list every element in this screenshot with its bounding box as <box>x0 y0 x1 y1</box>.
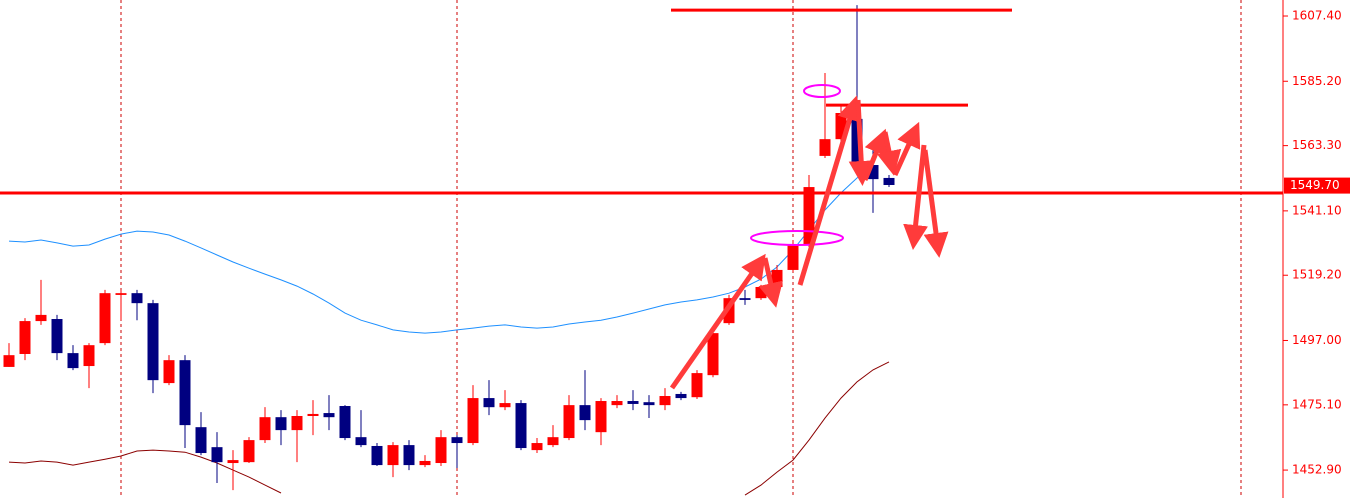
candle-body <box>227 460 239 464</box>
candle-body <box>419 460 431 466</box>
candle-body <box>19 321 31 354</box>
candle-body <box>435 437 447 464</box>
candle-body <box>531 443 543 451</box>
candle-body <box>675 393 687 399</box>
candle-body <box>51 319 63 354</box>
candle-body <box>595 401 607 433</box>
candle-body <box>515 403 527 449</box>
candle-body <box>67 353 79 369</box>
candle-body <box>467 398 479 444</box>
y-tick-label: 1452.90 <box>1292 463 1342 477</box>
y-tick-label: 1563.30 <box>1292 138 1342 152</box>
arrow <box>848 99 874 186</box>
candle-body <box>835 113 847 140</box>
y-tick-label: 1497.00 <box>1292 333 1342 347</box>
candle-body <box>883 177 895 186</box>
candle-body <box>659 396 671 406</box>
candle-body <box>163 360 175 384</box>
arrow <box>903 144 929 250</box>
candle-body <box>579 405 591 421</box>
candle-body <box>275 417 287 431</box>
candle-body <box>483 398 495 408</box>
y-tick-label: 1585.20 <box>1292 74 1342 88</box>
highlight-ellipse <box>803 84 841 98</box>
candle-body <box>195 427 207 454</box>
candle-body <box>387 445 399 466</box>
candle-body <box>355 437 367 446</box>
candle-body <box>547 437 559 446</box>
arrow <box>669 253 766 390</box>
candle-body <box>3 355 15 367</box>
arrow <box>862 128 888 181</box>
candle-body <box>291 416 303 431</box>
candle-body <box>851 118 863 167</box>
candle-body <box>99 293 111 344</box>
arrow <box>922 149 949 258</box>
y-tick-label: 1541.10 <box>1292 203 1342 217</box>
candle-body <box>243 440 255 463</box>
candle-body <box>307 413 319 417</box>
candle-body <box>611 401 623 406</box>
candle-body <box>179 360 191 426</box>
candle-body <box>131 293 143 304</box>
candle-body <box>211 447 223 463</box>
current-price-box <box>1284 177 1350 194</box>
y-tick-label: 1475.10 <box>1292 397 1342 411</box>
candle-body <box>451 437 463 444</box>
indicator-line <box>8 361 890 496</box>
candle-body <box>83 345 95 367</box>
arrow <box>876 131 902 176</box>
candle-body <box>771 269 783 287</box>
candle-body <box>339 406 351 439</box>
plot <box>0 5 1283 496</box>
current-price-label: 1549.70 <box>1290 178 1340 192</box>
candle-body <box>707 333 719 376</box>
annotations <box>669 84 949 390</box>
candle-body <box>819 139 831 156</box>
separators <box>120 0 1242 498</box>
arrow <box>892 121 921 177</box>
arrow <box>797 95 862 286</box>
candle-body <box>803 187 815 245</box>
y-tick-label: 1519.20 <box>1292 268 1342 282</box>
candle-body <box>755 286 767 299</box>
candle-body <box>739 298 751 300</box>
candle-body <box>787 244 799 270</box>
candle-body <box>563 405 575 439</box>
indicator-line <box>8 164 874 334</box>
highlight-ellipse <box>750 230 844 246</box>
arrow <box>758 257 783 308</box>
candle-body <box>35 314 47 322</box>
candle-body <box>323 413 335 418</box>
candle-body <box>627 401 639 404</box>
candle-body <box>403 445 415 466</box>
candle-body <box>147 303 159 381</box>
candle-body <box>499 403 511 408</box>
candle-body <box>371 445 383 466</box>
y-tick-label: 1607.40 <box>1292 9 1342 23</box>
candle-body <box>643 402 655 406</box>
candle-body <box>691 373 703 398</box>
candle-body <box>115 293 127 295</box>
candle-body <box>259 417 271 441</box>
